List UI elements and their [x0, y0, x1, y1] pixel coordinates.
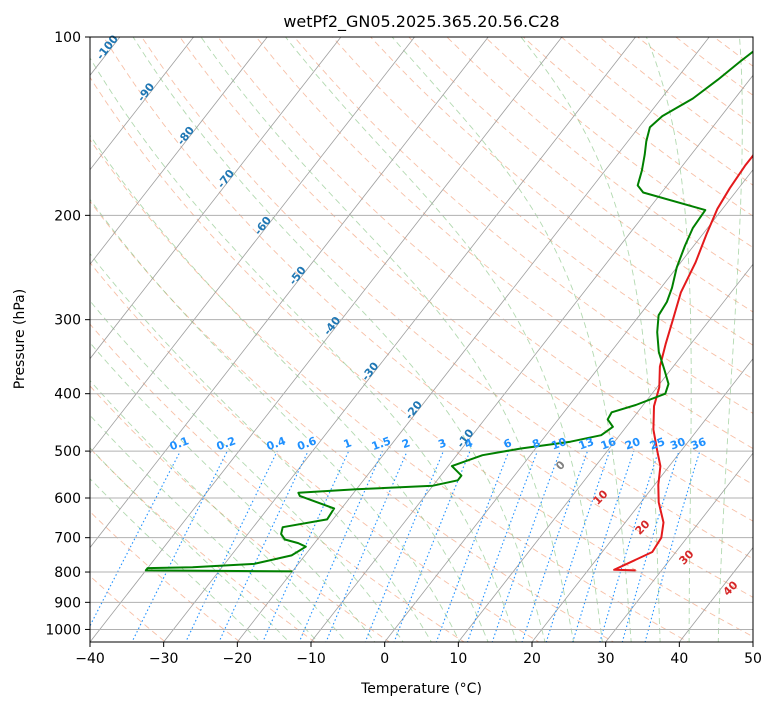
- moist-adiabat: [90, 342, 376, 642]
- x-tick-label: −10: [296, 651, 326, 667]
- moist-adiabat: [90, 414, 319, 642]
- plot-frame: [89, 36, 754, 643]
- isotherm: [237, 37, 710, 642]
- x-axis-label: Temperature (°C): [360, 681, 482, 697]
- y-tick-label: 100: [54, 30, 81, 46]
- dry-adiabat: [90, 76, 753, 638]
- mixing-ratio-label: 10: [550, 435, 569, 453]
- dry-adiabat: [331, 37, 753, 380]
- x-tick-label: −30: [149, 651, 179, 667]
- series-line-0: [613, 154, 753, 572]
- x-axis-ticks: −40 −30 −20 −10 0 10 20 30 40 50: [75, 642, 762, 667]
- isotherm: [163, 37, 636, 642]
- series-line-1: [144, 50, 753, 573]
- isotherm: [458, 263, 753, 642]
- y-axis-ticks: 100 200 300 400 500 600 700 800 900 1000: [45, 30, 90, 638]
- moist-adiabat: [90, 134, 489, 642]
- dry-adiabat: [90, 385, 391, 642]
- y-tick-label: 600: [54, 491, 81, 507]
- pressure-gridlines: [90, 37, 753, 630]
- x-tick-label: 30: [597, 651, 615, 667]
- x-tick-label: 50: [744, 651, 762, 667]
- mixing-ratio-label: 1: [342, 436, 354, 451]
- mixing-ratio-label: 1.5: [370, 434, 393, 453]
- dry-adiabat: [90, 447, 316, 642]
- chart-title: wetPf2_GN05.2025.365.20.56.C28: [283, 12, 559, 32]
- mixing-ratio-label: 3: [436, 436, 448, 451]
- moist-adiabat: [520, 37, 661, 642]
- x-tick-label: 20: [523, 651, 541, 667]
- mixing-ratio-label: 13: [577, 435, 596, 452]
- x-tick-label: 40: [670, 651, 688, 667]
- isotherm: [90, 37, 415, 454]
- mixing-ratio-label: 8: [530, 436, 542, 451]
- y-tick-label: 900: [54, 595, 81, 611]
- mixing-ratio-label: 6: [502, 436, 514, 451]
- moist-adiabat: [645, 37, 692, 642]
- mixing-ratio-label: 25: [648, 435, 667, 452]
- mixing-ratio-label: 30: [668, 435, 687, 453]
- dry-adiabat: [90, 261, 540, 642]
- mixing-ratio-label: 0.4: [265, 434, 288, 453]
- mixing-ratio-label: 0.6: [296, 434, 319, 453]
- dry-adiabat: [102, 37, 753, 598]
- y-tick-label: 700: [54, 531, 81, 547]
- x-tick-label: −20: [223, 651, 253, 667]
- moist-adiabat: [717, 37, 743, 642]
- isotherm: [605, 452, 753, 642]
- moist-adiabat: [90, 379, 347, 642]
- moist-adiabat: [285, 37, 603, 642]
- isotherm: [90, 37, 194, 171]
- y-tick-label: 200: [54, 208, 81, 224]
- y-tick-label: 1000: [45, 622, 81, 638]
- isotherm: [90, 37, 342, 360]
- isotherm: [384, 169, 753, 642]
- mixing-ratio-label: 16: [599, 435, 618, 453]
- x-tick-label: −40: [75, 651, 105, 667]
- mixing-ratio-label: 20: [623, 435, 642, 453]
- y-tick-label: 500: [54, 444, 81, 460]
- y-tick-label: 400: [54, 387, 81, 403]
- y-tick-label: 300: [54, 313, 81, 329]
- isotherm: [310, 74, 753, 642]
- mixing-ratio-label: 2: [400, 436, 412, 451]
- mixing-ratio-label: 4: [463, 436, 475, 451]
- mixing-ratio-label: 36: [689, 435, 708, 453]
- dry-adiabat: [90, 200, 615, 642]
- moist-adiabat: [90, 300, 404, 642]
- isotherm: [90, 37, 563, 642]
- y-tick-label: 800: [54, 565, 81, 581]
- dry-adiabat: [179, 37, 753, 522]
- x-tick-label: 10: [449, 651, 467, 667]
- sounding-series: [144, 50, 753, 573]
- x-tick-label: 0: [380, 651, 389, 667]
- isotherm: [531, 358, 753, 642]
- y-axis-label: Pressure (hPa): [12, 289, 28, 389]
- mixing-ratio-label: 0.2: [215, 434, 238, 453]
- mixing-ratio-label: 0.1: [168, 434, 191, 453]
- isotherm: [90, 37, 268, 265]
- isotherm: [90, 37, 489, 549]
- dry-adiabat: [293, 37, 753, 414]
